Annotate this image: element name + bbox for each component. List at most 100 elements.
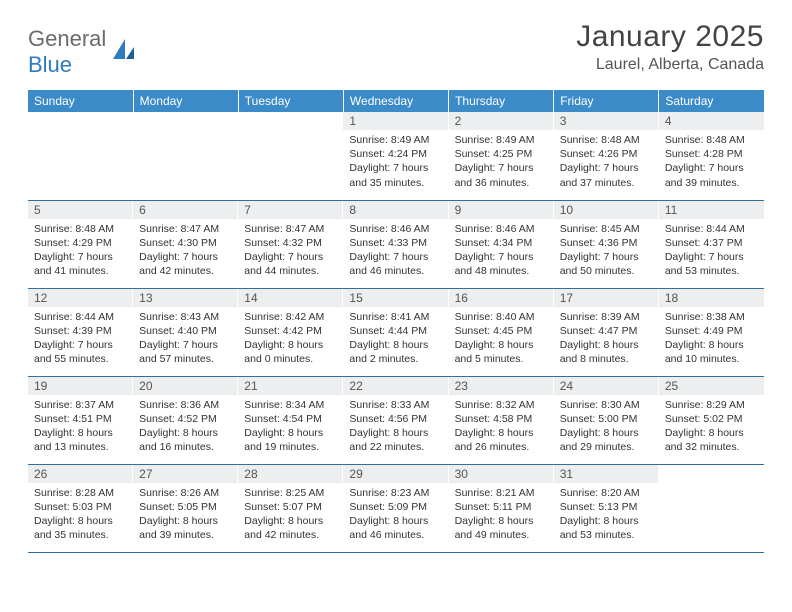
sunset-text: Sunset: 4:26 PM [560,147,653,161]
day-number: 7 [238,201,343,219]
daylight2-text: and 41 minutes. [34,264,127,278]
daylight1-text: Daylight: 7 hours [665,161,758,175]
sunrise-text: Sunrise: 8:47 AM [139,222,232,236]
calendar-day-cell: 29Sunrise: 8:23 AMSunset: 5:09 PMDayligh… [343,464,448,552]
sunrise-text: Sunrise: 8:48 AM [560,133,653,147]
calendar-week-row: 26Sunrise: 8:28 AMSunset: 5:03 PMDayligh… [28,464,764,552]
daylight2-text: and 26 minutes. [455,440,548,454]
daylight2-text: and 0 minutes. [244,352,337,366]
daylight1-text: Daylight: 7 hours [455,250,548,264]
day-details: Sunrise: 8:40 AMSunset: 4:45 PMDaylight:… [449,307,554,371]
day-details: Sunrise: 8:44 AMSunset: 4:37 PMDaylight:… [659,219,764,283]
day-details: Sunrise: 8:49 AMSunset: 4:25 PMDaylight:… [449,130,554,194]
daylight1-text: Daylight: 8 hours [244,514,337,528]
day-number: 5 [28,201,133,219]
calendar-body: ...............1Sunrise: 8:49 AMSunset: … [28,112,764,552]
day-number: 18 [659,289,764,307]
daylight2-text: and 22 minutes. [349,440,442,454]
day-number: 15 [343,289,448,307]
sunset-text: Sunset: 5:03 PM [34,500,127,514]
calendar-day-cell: 12Sunrise: 8:44 AMSunset: 4:39 PMDayligh… [28,288,133,376]
daylight1-text: Daylight: 8 hours [455,514,548,528]
day-number: 8 [343,201,448,219]
calendar-day-cell: 25Sunrise: 8:29 AMSunset: 5:02 PMDayligh… [659,376,764,464]
daylight1-text: Daylight: 7 hours [34,250,127,264]
sunrise-text: Sunrise: 8:29 AM [665,398,758,412]
day-number: 3 [554,112,659,130]
weekday-header-row: Sunday Monday Tuesday Wednesday Thursday… [28,90,764,112]
daylight2-text: and 46 minutes. [349,528,442,542]
calendar-day-cell: 16Sunrise: 8:40 AMSunset: 4:45 PMDayligh… [449,288,554,376]
weekday-header: Monday [133,90,238,112]
daylight2-text: and 53 minutes. [665,264,758,278]
day-number: 27 [133,465,238,483]
calendar-day-cell: 19Sunrise: 8:37 AMSunset: 4:51 PMDayligh… [28,376,133,464]
sunset-text: Sunset: 5:07 PM [244,500,337,514]
sunrise-text: Sunrise: 8:46 AM [455,222,548,236]
daylight1-text: Daylight: 7 hours [139,250,232,264]
sunrise-text: Sunrise: 8:21 AM [455,486,548,500]
sunset-text: Sunset: 4:52 PM [139,412,232,426]
day-details: Sunrise: 8:49 AMSunset: 4:24 PMDaylight:… [343,130,448,194]
day-number: 21 [238,377,343,395]
calendar-day-cell: 22Sunrise: 8:33 AMSunset: 4:56 PMDayligh… [343,376,448,464]
daylight2-text: and 49 minutes. [455,528,548,542]
daylight2-text: and 2 minutes. [349,352,442,366]
logo-text: General Blue [28,26,106,78]
calendar-week-row: ...............1Sunrise: 8:49 AMSunset: … [28,112,764,200]
daylight1-text: Daylight: 8 hours [349,338,442,352]
day-details: Sunrise: 8:44 AMSunset: 4:39 PMDaylight:… [28,307,133,371]
day-number: 14 [238,289,343,307]
daylight2-text: and 44 minutes. [244,264,337,278]
day-number: 24 [554,377,659,395]
sunrise-text: Sunrise: 8:34 AM [244,398,337,412]
calendar-day-cell: 14Sunrise: 8:42 AMSunset: 4:42 PMDayligh… [238,288,343,376]
daylight1-text: Daylight: 8 hours [139,426,232,440]
calendar-day-cell: 9Sunrise: 8:46 AMSunset: 4:34 PMDaylight… [449,200,554,288]
day-details: Sunrise: 8:47 AMSunset: 4:32 PMDaylight:… [238,219,343,283]
day-number: 1 [343,112,448,130]
calendar-day-cell: ..... [133,112,238,200]
sunrise-text: Sunrise: 8:49 AM [455,133,548,147]
sunset-text: Sunset: 4:29 PM [34,236,127,250]
sunrise-text: Sunrise: 8:48 AM [665,133,758,147]
sunrise-text: Sunrise: 8:47 AM [244,222,337,236]
calendar-day-cell: 6Sunrise: 8:47 AMSunset: 4:30 PMDaylight… [133,200,238,288]
sunrise-text: Sunrise: 8:48 AM [34,222,127,236]
day-number: 31 [554,465,659,483]
weekday-header: Wednesday [343,90,448,112]
calendar-day-cell: 20Sunrise: 8:36 AMSunset: 4:52 PMDayligh… [133,376,238,464]
calendar-day-cell: ..... [238,112,343,200]
daylight2-text: and 16 minutes. [139,440,232,454]
sunset-text: Sunset: 4:25 PM [455,147,548,161]
day-details: Sunrise: 8:25 AMSunset: 5:07 PMDaylight:… [238,483,343,547]
day-details: Sunrise: 8:32 AMSunset: 4:58 PMDaylight:… [449,395,554,459]
weekday-header: Thursday [449,90,554,112]
day-details: Sunrise: 8:48 AMSunset: 4:28 PMDaylight:… [659,130,764,194]
day-details: Sunrise: 8:46 AMSunset: 4:34 PMDaylight:… [449,219,554,283]
daylight1-text: Daylight: 8 hours [560,514,653,528]
header: General Blue January 2025 Laurel, Albert… [28,20,764,78]
calendar-week-row: 12Sunrise: 8:44 AMSunset: 4:39 PMDayligh… [28,288,764,376]
daylight1-text: Daylight: 8 hours [34,426,127,440]
sunrise-text: Sunrise: 8:40 AM [455,310,548,324]
calendar-day-cell: ..... [659,464,764,552]
day-number: 16 [449,289,554,307]
daylight2-text: and 10 minutes. [665,352,758,366]
day-details: Sunrise: 8:48 AMSunset: 4:29 PMDaylight:… [28,219,133,283]
day-details: Sunrise: 8:23 AMSunset: 5:09 PMDaylight:… [343,483,448,547]
sunset-text: Sunset: 4:39 PM [34,324,127,338]
calendar-table: Sunday Monday Tuesday Wednesday Thursday… [28,90,764,553]
sunset-text: Sunset: 4:37 PM [665,236,758,250]
sunrise-text: Sunrise: 8:23 AM [349,486,442,500]
day-number: 6 [133,201,238,219]
daylight1-text: Daylight: 8 hours [665,338,758,352]
daylight1-text: Daylight: 8 hours [34,514,127,528]
sunrise-text: Sunrise: 8:45 AM [560,222,653,236]
sunset-text: Sunset: 4:24 PM [349,147,442,161]
daylight1-text: Daylight: 8 hours [349,514,442,528]
sunset-text: Sunset: 4:47 PM [560,324,653,338]
day-number: 29 [343,465,448,483]
daylight2-text: and 55 minutes. [34,352,127,366]
calendar-day-cell: 13Sunrise: 8:43 AMSunset: 4:40 PMDayligh… [133,288,238,376]
